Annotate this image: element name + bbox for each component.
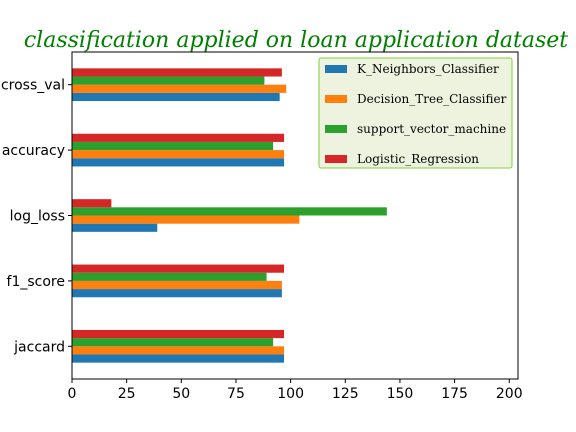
bars-group [72,68,387,363]
bar-jaccard-logistic-regression [72,329,285,339]
bar-log-loss-decision-tree-classifier [72,215,300,224]
ytick-label-cross-val: cross_val [1,78,65,94]
xtick-label-0: 0 [68,386,77,402]
xtick-label-75: 75 [227,386,245,402]
bar-accuracy-support-vector-machine [72,141,274,151]
bar-f1-score-decision-tree-classifier [72,280,282,290]
bar-accuracy-k-neighbors-classifier [72,158,285,167]
bar-jaccard-support-vector-machine [72,338,274,347]
legend-swatch-decision-tree-classifier [325,95,347,103]
xtick-label-25: 25 [118,386,136,402]
bar-cross-val-support-vector-machine [72,76,265,85]
xtick-label-125: 125 [332,386,359,402]
bar-cross-val-logistic-regression [72,68,282,77]
ytick-label-jaccard: jaccard [13,339,65,355]
bar-log-loss-k-neighbors-classifier [72,223,158,232]
legend-label-decision-tree-classifier: Decision_Tree_Classifier [357,92,507,106]
legend: K_Neighbors_Classifier Decision_Tree_Clas… [318,57,513,169]
ytick-label-accuracy: accuracy [2,143,65,159]
xtick-label-100: 100 [277,386,304,402]
legend-swatch-logistic-regression [325,155,347,163]
xtick-label-175: 175 [441,386,468,402]
bar-accuracy-logistic-regression [72,133,285,142]
bar-jaccard-decision-tree-classifier [72,346,285,355]
bar-f1-score-k-neighbors-classifier [72,289,282,298]
bar-log-loss-logistic-regression [72,199,112,208]
legend-label-support-vector-machine: support_vector_machine [357,122,506,136]
ytick-label-f1-score: f1_score [7,274,65,290]
y-axis: jaccard f1_score log_loss accuracy cross_val [1,78,72,355]
x-axis: 0 25 50 75 100 125 150 175 200 [68,379,523,402]
legend-swatch-support-vector-machine [325,125,347,133]
legend-label-logistic-regression: Logistic_Regression [357,152,479,166]
bar-log-loss-support-vector-machine [72,207,387,216]
bar-f1-score-logistic-regression [72,264,285,273]
bar-cross-val-k-neighbors-classifier [72,92,280,102]
xtick-label-50: 50 [172,386,190,402]
ytick-label-log-loss: log_loss [10,209,65,225]
chart-title: classification applied on loan applicati… [24,28,568,53]
legend-label-k-neighbors-classifier: K_Neighbors_Classifier [357,62,499,76]
legend-box [318,57,513,169]
legend-swatch-k-neighbors-classifier [325,65,347,73]
xtick-label-150: 150 [387,386,414,402]
bar-cross-val-decision-tree-classifier [72,84,287,93]
bar-jaccard-k-neighbors-classifier [72,354,285,363]
bar-f1-score-support-vector-machine [72,272,267,281]
bar-accuracy-decision-tree-classifier [72,150,285,159]
xtick-label-200: 200 [496,386,523,402]
